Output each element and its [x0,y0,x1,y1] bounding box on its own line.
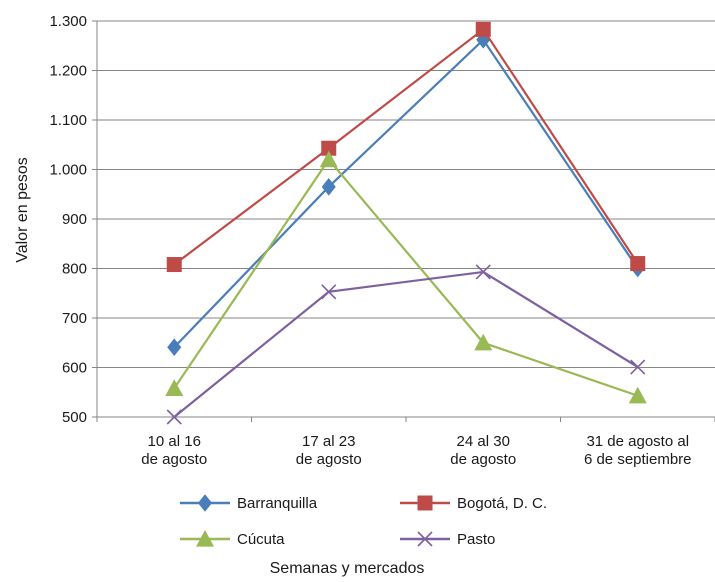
y-tick-label: 700 [62,310,87,327]
data-point [474,333,493,351]
legend-label: Bogotá, D. C. [457,495,547,512]
data-point [475,21,491,37]
series-line [173,157,639,397]
y-tick-label: 1.300 [49,13,87,30]
y-axis: 500 600 700 800 900 1.000 1.100 1.200 1.300 [49,13,98,426]
y-tick-label: 1.100 [49,112,87,129]
y-tick-label: 600 [62,360,87,377]
data-point [319,150,338,168]
series-3 [166,264,646,425]
data-point [628,386,647,404]
data-point [321,178,336,196]
series-2 [165,150,647,404]
x-tick-label: 31 de agosto al 6 de septiembre [584,433,692,468]
data-point [167,338,182,357]
legend-marker [417,531,433,547]
x-axis: 10 al 16 de agosto 17 al 23 de agosto 24 al … [96,417,715,468]
y-tick-label: 1.200 [49,63,87,80]
series-line [173,270,639,418]
legend-item: Pasto [400,531,495,548]
y-tick-label: 1.000 [49,162,87,179]
legend-label: Pasto [457,531,495,548]
x-tick-label: 10 al 16 de agosto [141,433,207,468]
series-line [173,38,639,348]
y-axis-title: Valor en pesos [14,157,31,263]
series-layer [165,21,647,425]
legend-marker [197,494,213,512]
y-tick-label: 900 [62,211,87,228]
data-point [321,284,337,300]
legend-marker [417,495,433,511]
legend-marker [196,530,214,547]
y-tick-label: 500 [62,409,87,426]
x-axis-title: Semanas y mercados [270,560,425,577]
x-tick-label: 17 al 23 de agosto [296,433,362,468]
series-line [173,27,639,266]
data-point [166,257,182,273]
gridlines [97,20,715,418]
data-point [630,256,646,272]
series-0 [167,31,645,357]
y-tick-label: 800 [62,261,87,278]
legend: Barranquilla Bogotá, D. C. Cúcuta Pasto [180,494,547,548]
data-point [630,359,646,375]
data-point [321,140,337,156]
data-point [475,264,491,280]
legend-item: Cúcuta [180,530,285,548]
legend-label: Cúcuta [237,531,285,548]
series-1 [166,21,646,273]
data-point [166,409,182,425]
data-point [165,379,184,396]
legend-item: Barranquilla [180,494,318,512]
legend-label: Barranquilla [237,495,318,512]
legend-item: Bogotá, D. C. [400,495,547,512]
x-tick-label: 24 al 30 de agosto [450,433,516,468]
